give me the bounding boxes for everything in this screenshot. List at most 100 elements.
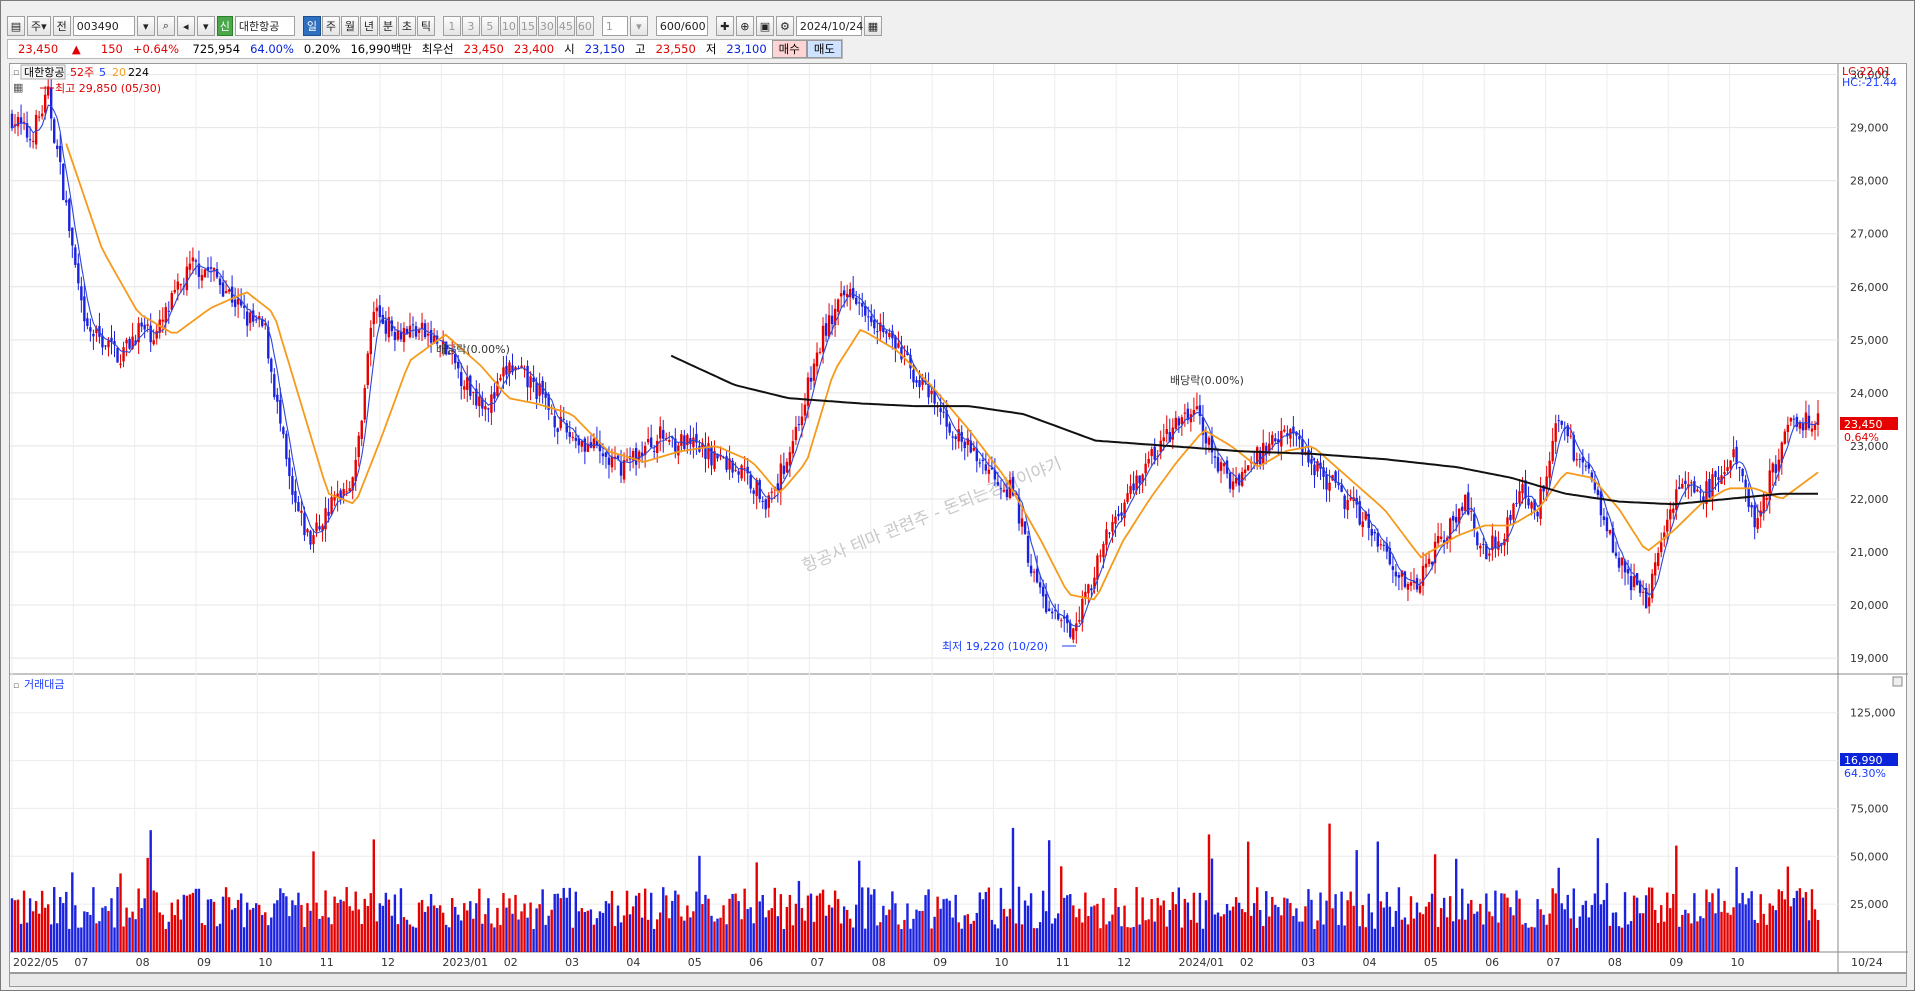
candle-body (873, 319, 876, 329)
candle-body (1515, 502, 1518, 504)
volume-bar (1590, 905, 1594, 952)
stock-code-input[interactable]: 003490 (72, 16, 135, 36)
minute-option-3[interactable]: 3 (461, 16, 480, 36)
timeframe-5[interactable]: 초 (397, 16, 416, 36)
candle-body (1726, 467, 1729, 471)
candle-body (345, 491, 348, 493)
volume-bar (752, 923, 755, 952)
timeframe-2[interactable]: 월 (340, 16, 359, 36)
period-select[interactable]: 주 ▾ (27, 16, 51, 36)
candle-body (496, 381, 499, 396)
date-input[interactable]: 2024/10/24 (795, 16, 863, 36)
candle-body (1075, 623, 1078, 632)
minute-option-60[interactable]: 60 (575, 16, 594, 36)
volume-bar (508, 898, 511, 952)
candle-body (601, 453, 605, 457)
candle-body (794, 426, 798, 441)
buy-button[interactable]: 매수 (771, 40, 807, 58)
volume-bar (1702, 918, 1705, 952)
volume-bar (622, 915, 626, 952)
code-dropdown-icon[interactable]: ▾ (136, 16, 155, 36)
candle-body (1099, 555, 1102, 557)
candle-body (481, 398, 484, 409)
zoom-icon[interactable]: ⊕ (735, 16, 754, 36)
prefix-select[interactable]: 전 (52, 16, 71, 36)
volume-panel-collapse-icon[interactable]: ▫ (13, 681, 19, 691)
candle-body (1768, 470, 1771, 501)
minute-option-15[interactable]: 15 (518, 16, 537, 36)
candle-body (113, 341, 116, 345)
minute-option-1[interactable]: 1 (442, 16, 461, 36)
panel-collapse-icon[interactable]: ▫ (13, 68, 19, 78)
volume-bar (812, 921, 816, 952)
volume-bar (327, 917, 330, 952)
volume-bar (1198, 892, 1202, 952)
volume-bar (634, 895, 638, 952)
candle-body (1566, 425, 1569, 437)
tick-value-input[interactable]: 1 (601, 16, 628, 36)
tick-dropdown-icon[interactable]: ▾ (629, 16, 648, 36)
volume-bar (239, 893, 243, 952)
chart-area[interactable]: 항공사 테마 관련주 - 돈되는경제이야기 30,000 29,000 28,000… (9, 63, 1908, 974)
calendar-icon[interactable]: ▦ (863, 16, 882, 36)
minute-option-45[interactable]: 45 (556, 16, 575, 36)
volume-bar (1596, 838, 1600, 952)
count-input[interactable]: 600/600 (655, 16, 708, 36)
chevron-down-icon: ▾ (41, 19, 47, 33)
volume-bar (1442, 897, 1446, 952)
sell-button[interactable]: 매도 (806, 40, 842, 58)
candle-body (535, 382, 538, 399)
candle-body (1720, 475, 1723, 484)
candle-body (1228, 472, 1232, 489)
volume-bar (643, 888, 647, 952)
volume-bar (535, 908, 538, 952)
candle-body (1283, 429, 1286, 432)
candle-body (1120, 512, 1123, 516)
volume-bar (1301, 921, 1304, 952)
timeframe-4[interactable]: 분 (378, 16, 397, 36)
candle-body (1093, 577, 1096, 589)
volume-bar (1120, 926, 1123, 952)
minute-option-10[interactable]: 10 (499, 16, 518, 36)
add-indicator-icon[interactable]: ✚ (715, 16, 734, 36)
timeframe-3[interactable]: 년 (359, 16, 378, 36)
volume-panel-title: 거래대금 (24, 678, 64, 691)
save-icon[interactable]: ▣ (755, 16, 774, 36)
current-pct-tag-text: 0.64% (1844, 431, 1879, 444)
volume-bar (680, 916, 683, 952)
volume-bar (1717, 888, 1720, 952)
speaker-dropdown-icon[interactable]: ▾ (196, 16, 215, 36)
candle-body (1081, 598, 1084, 623)
candle-body (164, 307, 167, 323)
candle-body (1029, 565, 1033, 574)
volume-bar (1162, 900, 1165, 952)
price-tick-label: 19,000 (1850, 652, 1889, 665)
timeframe-0[interactable]: 일 (302, 16, 321, 36)
volume-bar (80, 927, 83, 952)
price-chart[interactable]: 항공사 테마 관련주 - 돈되는경제이야기 30,00029,00028,000… (10, 64, 1908, 974)
gear-icon[interactable]: ⚙ (775, 16, 794, 36)
volume-bar (912, 918, 915, 952)
candle-body (1421, 565, 1425, 586)
candle-body (1044, 594, 1048, 613)
volume-bar (1057, 913, 1060, 952)
minute-option-30[interactable]: 30 (537, 16, 556, 36)
window-menu-icon[interactable]: ▤ (7, 16, 25, 36)
chart-scrollbar[interactable] (9, 973, 1907, 987)
candle-body (1096, 555, 1099, 580)
candle-body (562, 418, 565, 420)
volume-bar (1192, 892, 1196, 952)
grid-toggle-icon[interactable]: ▦ (13, 81, 23, 94)
volume-bar (915, 909, 918, 952)
candle-body (1231, 481, 1235, 490)
candle-body (1340, 485, 1343, 492)
candle-body (1406, 584, 1410, 590)
minute-option-5[interactable]: 5 (480, 16, 499, 36)
timeframe-1[interactable]: 주 (321, 16, 340, 36)
candle-body (1557, 420, 1560, 422)
volume-panel-close-icon[interactable] (1892, 676, 1903, 687)
timeframe-6[interactable]: 틱 (416, 16, 435, 36)
search-icon[interactable]: ⌕ (156, 16, 175, 36)
volume-bar (1090, 906, 1093, 952)
speaker-icon[interactable]: ◂ (176, 16, 195, 36)
